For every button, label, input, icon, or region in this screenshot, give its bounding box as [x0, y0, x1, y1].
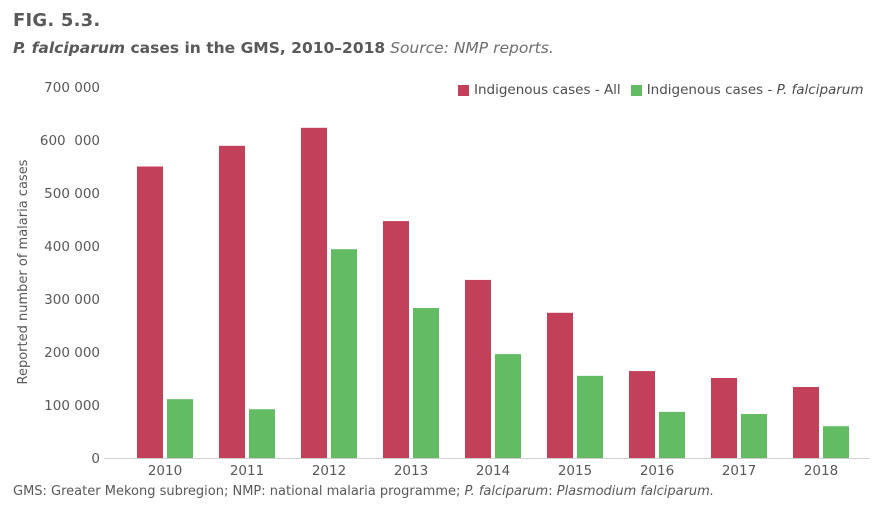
y-tick-label: 600 000 — [40, 133, 100, 149]
x-tick-label: 2011 — [230, 463, 264, 479]
figure-label: FIG. 5.3. — [13, 10, 101, 31]
bar-pf-2011 — [249, 409, 275, 458]
bar-all-2012 — [301, 127, 327, 458]
x-axis-ticks: 2010 2011 2012 2013 2014 2015 2016 2017 2018 — [148, 463, 838, 479]
bar-all-2017 — [711, 377, 737, 458]
legend-item-all: Indigenous cases - All — [458, 82, 621, 98]
bar-all-2015 — [547, 312, 573, 458]
bar-pf-2014 — [495, 354, 521, 458]
chart-legend: Indigenous cases - All Indigenous cases … — [458, 82, 874, 98]
bar-all-2014 — [465, 279, 491, 458]
legend-swatch-pf — [630, 84, 642, 96]
x-tick-label: 2015 — [558, 463, 592, 479]
bar-pf-2013 — [413, 308, 439, 458]
legend-swatch-all — [458, 84, 469, 96]
x-tick-label: 2010 — [148, 463, 182, 479]
y-tick-label: 700 000 — [44, 80, 100, 96]
legend-label-all: Indigenous cases - All — [474, 82, 621, 98]
bar-all-2011 — [219, 145, 245, 458]
x-tick-label: 2012 — [312, 463, 346, 479]
x-tick-label: 2013 — [394, 463, 428, 479]
bar-pf-2015 — [577, 375, 603, 458]
title-source: Source: NMP reports. — [385, 39, 554, 57]
figure-title: P. falciparum cases in the GMS, 2010–201… — [13, 39, 554, 57]
bar-all-2016 — [629, 371, 655, 458]
y-tick-label: 400 000 — [44, 239, 100, 255]
x-tick-label: 2016 — [640, 463, 674, 479]
bar-all-2013 — [383, 221, 409, 458]
x-tick-label: 2014 — [476, 463, 510, 479]
footnote-part3: : — [548, 484, 557, 499]
bar-pf-2010 — [167, 399, 193, 458]
bar-all-2018 — [793, 386, 819, 458]
y-tick-label: 100 000 — [44, 398, 100, 414]
bar-pf-2016 — [659, 411, 685, 458]
legend-label-pf-italic: P. falciparum — [776, 82, 864, 98]
bar-pf-2017 — [741, 414, 767, 458]
x-tick-label: 2018 — [804, 463, 838, 479]
legend-item-pf: Indigenous cases - P. falciparum — [630, 82, 864, 98]
title-rest: cases in the GMS, 2010–2018 — [125, 39, 386, 57]
bar-pf-2018 — [823, 426, 849, 458]
title-species: P. falciparum — [13, 39, 126, 57]
y-tick-label: 300 000 — [44, 292, 100, 308]
footnote-part1: GMS: Greater Mekong subregion; NMP: nati… — [13, 484, 465, 499]
y-tick-label: 500 000 — [44, 186, 100, 202]
y-axis-ticks: 0 100 000 200 000 300 000 400 000 500 000 600 … — [40, 80, 100, 467]
legend-label-pf-prefix: Indigenous cases - — [646, 82, 773, 98]
footnote-part4: Plasmodium falciparum. — [556, 484, 714, 499]
footnote: GMS: Greater Mekong subregion; NMP: nati… — [13, 484, 714, 499]
bars — [137, 127, 849, 458]
y-tick-label: 0 — [91, 451, 100, 467]
y-axis-label: Reported number of malaria cases — [16, 159, 31, 384]
y-tick-label: 200 000 — [44, 345, 100, 361]
bar-all-2010 — [137, 166, 163, 458]
bar-pf-2012 — [331, 249, 357, 458]
x-tick-label: 2017 — [722, 463, 756, 479]
footnote-part2: P. falciparum — [464, 484, 549, 499]
